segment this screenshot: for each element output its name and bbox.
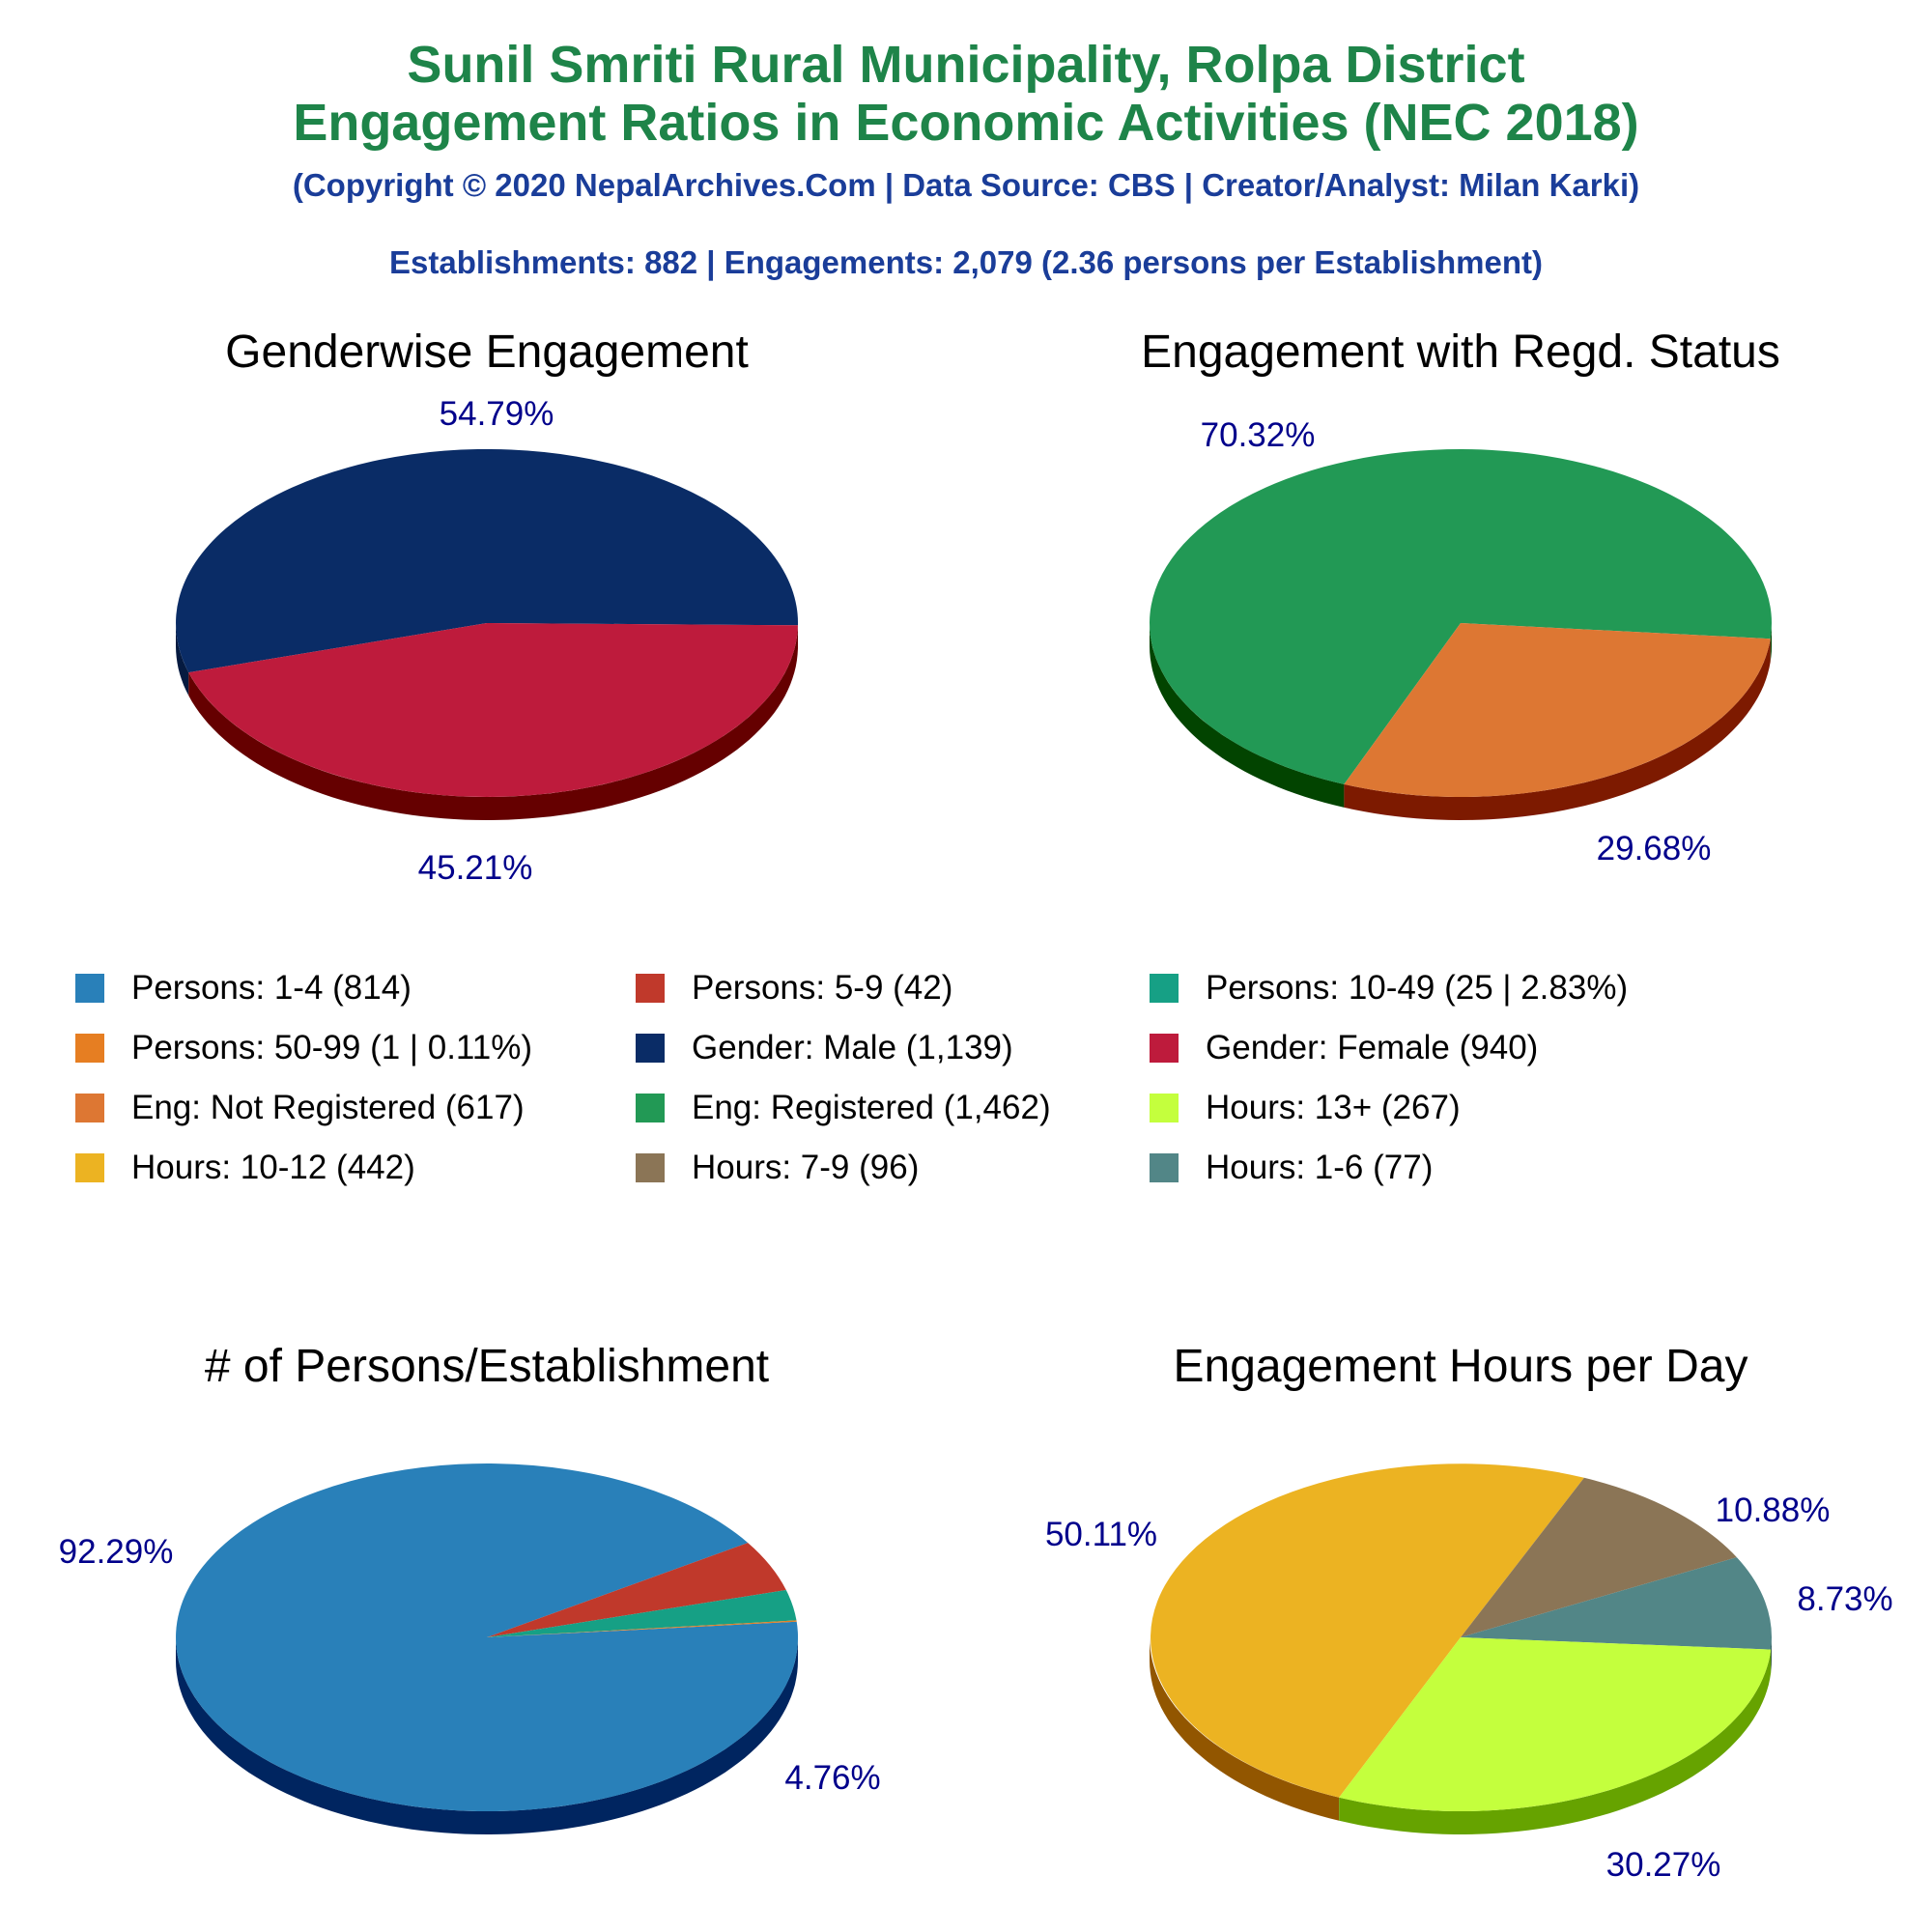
slice-percent-label: 54.79% [440, 395, 554, 433]
pie-slice [487, 1590, 797, 1637]
copyright-subtitle: (Copyright © 2020 NepalArchives.Com | Da… [292, 167, 1640, 203]
legend-label: Hours: 10-12 (442) [131, 1149, 415, 1186]
legend-label: Eng: Not Registered (617) [131, 1089, 525, 1126]
legend-item: Eng: Registered (1,462) [636, 1086, 1051, 1130]
pie-side [1150, 1637, 1772, 1834]
legend-label: Gender: Male (1,139) [692, 1029, 1013, 1066]
slice-percent-label: 30.27% [1606, 1846, 1721, 1884]
legend-item: Eng: Not Registered (617) [75, 1086, 525, 1130]
pie-side-segment [1344, 639, 1771, 820]
legend-label: Persons: 50-99 (1 | 0.11%) [131, 1029, 533, 1066]
legend-label: Persons: 5-9 (42) [692, 969, 953, 1007]
pie-chart: Engagement Hours per Day 50.11% 10.88% 8.73… [1045, 1341, 1893, 1884]
pie-side-segment [1150, 623, 1345, 808]
slice-percent-label: 92.29% [59, 1533, 174, 1571]
legend-swatch [636, 1094, 665, 1122]
chart-title: # of Persons/Establishment [205, 1341, 769, 1392]
chart-title: Engagement Hours per Day [1174, 1341, 1748, 1392]
slice-percent-label: 29.68% [1597, 830, 1712, 867]
legend-item: Persons: 10-49 (25 | 2.83%) [1150, 966, 1628, 1010]
main-title-line2: Engagement Ratios in Economic Activities… [293, 94, 1639, 152]
legend-label: Persons: 1-4 (814) [131, 969, 412, 1007]
legend-item: Persons: 1-4 (814) [75, 966, 412, 1010]
legend-label: Hours: 7-9 (96) [692, 1149, 920, 1186]
pie-side-segment [1770, 623, 1772, 663]
pie-slice [1461, 1477, 1737, 1637]
pie-side-segment [1339, 1649, 1772, 1834]
legend-item: Gender: Female (940) [1150, 1026, 1538, 1070]
slice-percent-label: 8.73% [1797, 1580, 1892, 1618]
pie-slice [1339, 1637, 1772, 1812]
pie-chart: Engagement with Regd. Status 70.32% 29.68% [1141, 327, 1780, 867]
pie-slice [176, 448, 799, 673]
pie-chart: # of Persons/Establishment 92.29% 4.76% [59, 1341, 881, 1834]
slice-percent-label: 10.88% [1716, 1492, 1831, 1529]
legend-item: Hours: 10-12 (442) [75, 1146, 415, 1190]
legend-swatch [1150, 974, 1179, 1003]
legend-swatch [1150, 1034, 1179, 1063]
pie-slice [1151, 1463, 1584, 1798]
pie-slice [487, 1543, 786, 1637]
slice-percent-label: 50.11% [1045, 1516, 1157, 1553]
pie-side [1150, 623, 1772, 820]
legend-swatch [1150, 1094, 1179, 1122]
legend-swatch [636, 1034, 665, 1063]
pie-slice [487, 1620, 797, 1637]
pie-slice [1344, 623, 1771, 798]
pie-side [176, 623, 799, 820]
legend-item: Hours: 1-6 (77) [1150, 1146, 1433, 1190]
legend-item: Persons: 5-9 (42) [636, 966, 952, 1010]
legend-label: Eng: Registered (1,462) [692, 1089, 1051, 1126]
legend-swatch [636, 974, 665, 1003]
pie-slice [1150, 449, 1773, 784]
chart-title: Engagement with Regd. Status [1141, 327, 1780, 378]
legend-swatch [75, 1034, 104, 1063]
legend-swatch [636, 1153, 665, 1182]
pie-side-segment [1771, 1637, 1772, 1673]
legend-swatch [75, 1153, 104, 1182]
slice-percent-label: 4.76% [784, 1759, 880, 1797]
legend-item: Hours: 7-9 (96) [636, 1146, 919, 1190]
pie-chart: Genderwise Engagement 54.79% 45.21% [176, 327, 799, 887]
legend-swatch [1150, 1153, 1179, 1182]
legend-swatch [75, 1094, 104, 1122]
legend-label: Hours: 1-6 (77) [1206, 1149, 1434, 1186]
legend-label: Hours: 13+ (267) [1206, 1089, 1461, 1126]
pie-side-segment [176, 623, 189, 696]
pie-slice [1461, 1557, 1773, 1650]
legend-label: Persons: 10-49 (25 | 2.83%) [1206, 969, 1629, 1007]
pie-slice [188, 623, 799, 797]
legend-swatch [75, 974, 104, 1003]
slice-percent-label: 45.21% [418, 849, 533, 887]
chart-title: Genderwise Engagement [225, 327, 749, 378]
slice-percent-label: 70.32% [1201, 416, 1316, 454]
establishment-stats: Establishments: 882 | Engagements: 2,079… [389, 244, 1543, 280]
legend-label: Gender: Female (940) [1206, 1029, 1539, 1066]
legend-item: Hours: 13+ (267) [1150, 1086, 1461, 1130]
pie-side-segment [1150, 1637, 1340, 1821]
legend-item: Persons: 50-99 (1 | 0.11%) [75, 1026, 532, 1070]
main-title-line1: Sunil Smriti Rural Municipality, Rolpa D… [407, 36, 1525, 94]
legend-item: Gender: Male (1,139) [636, 1026, 1013, 1070]
pie-slice [176, 1463, 799, 1812]
